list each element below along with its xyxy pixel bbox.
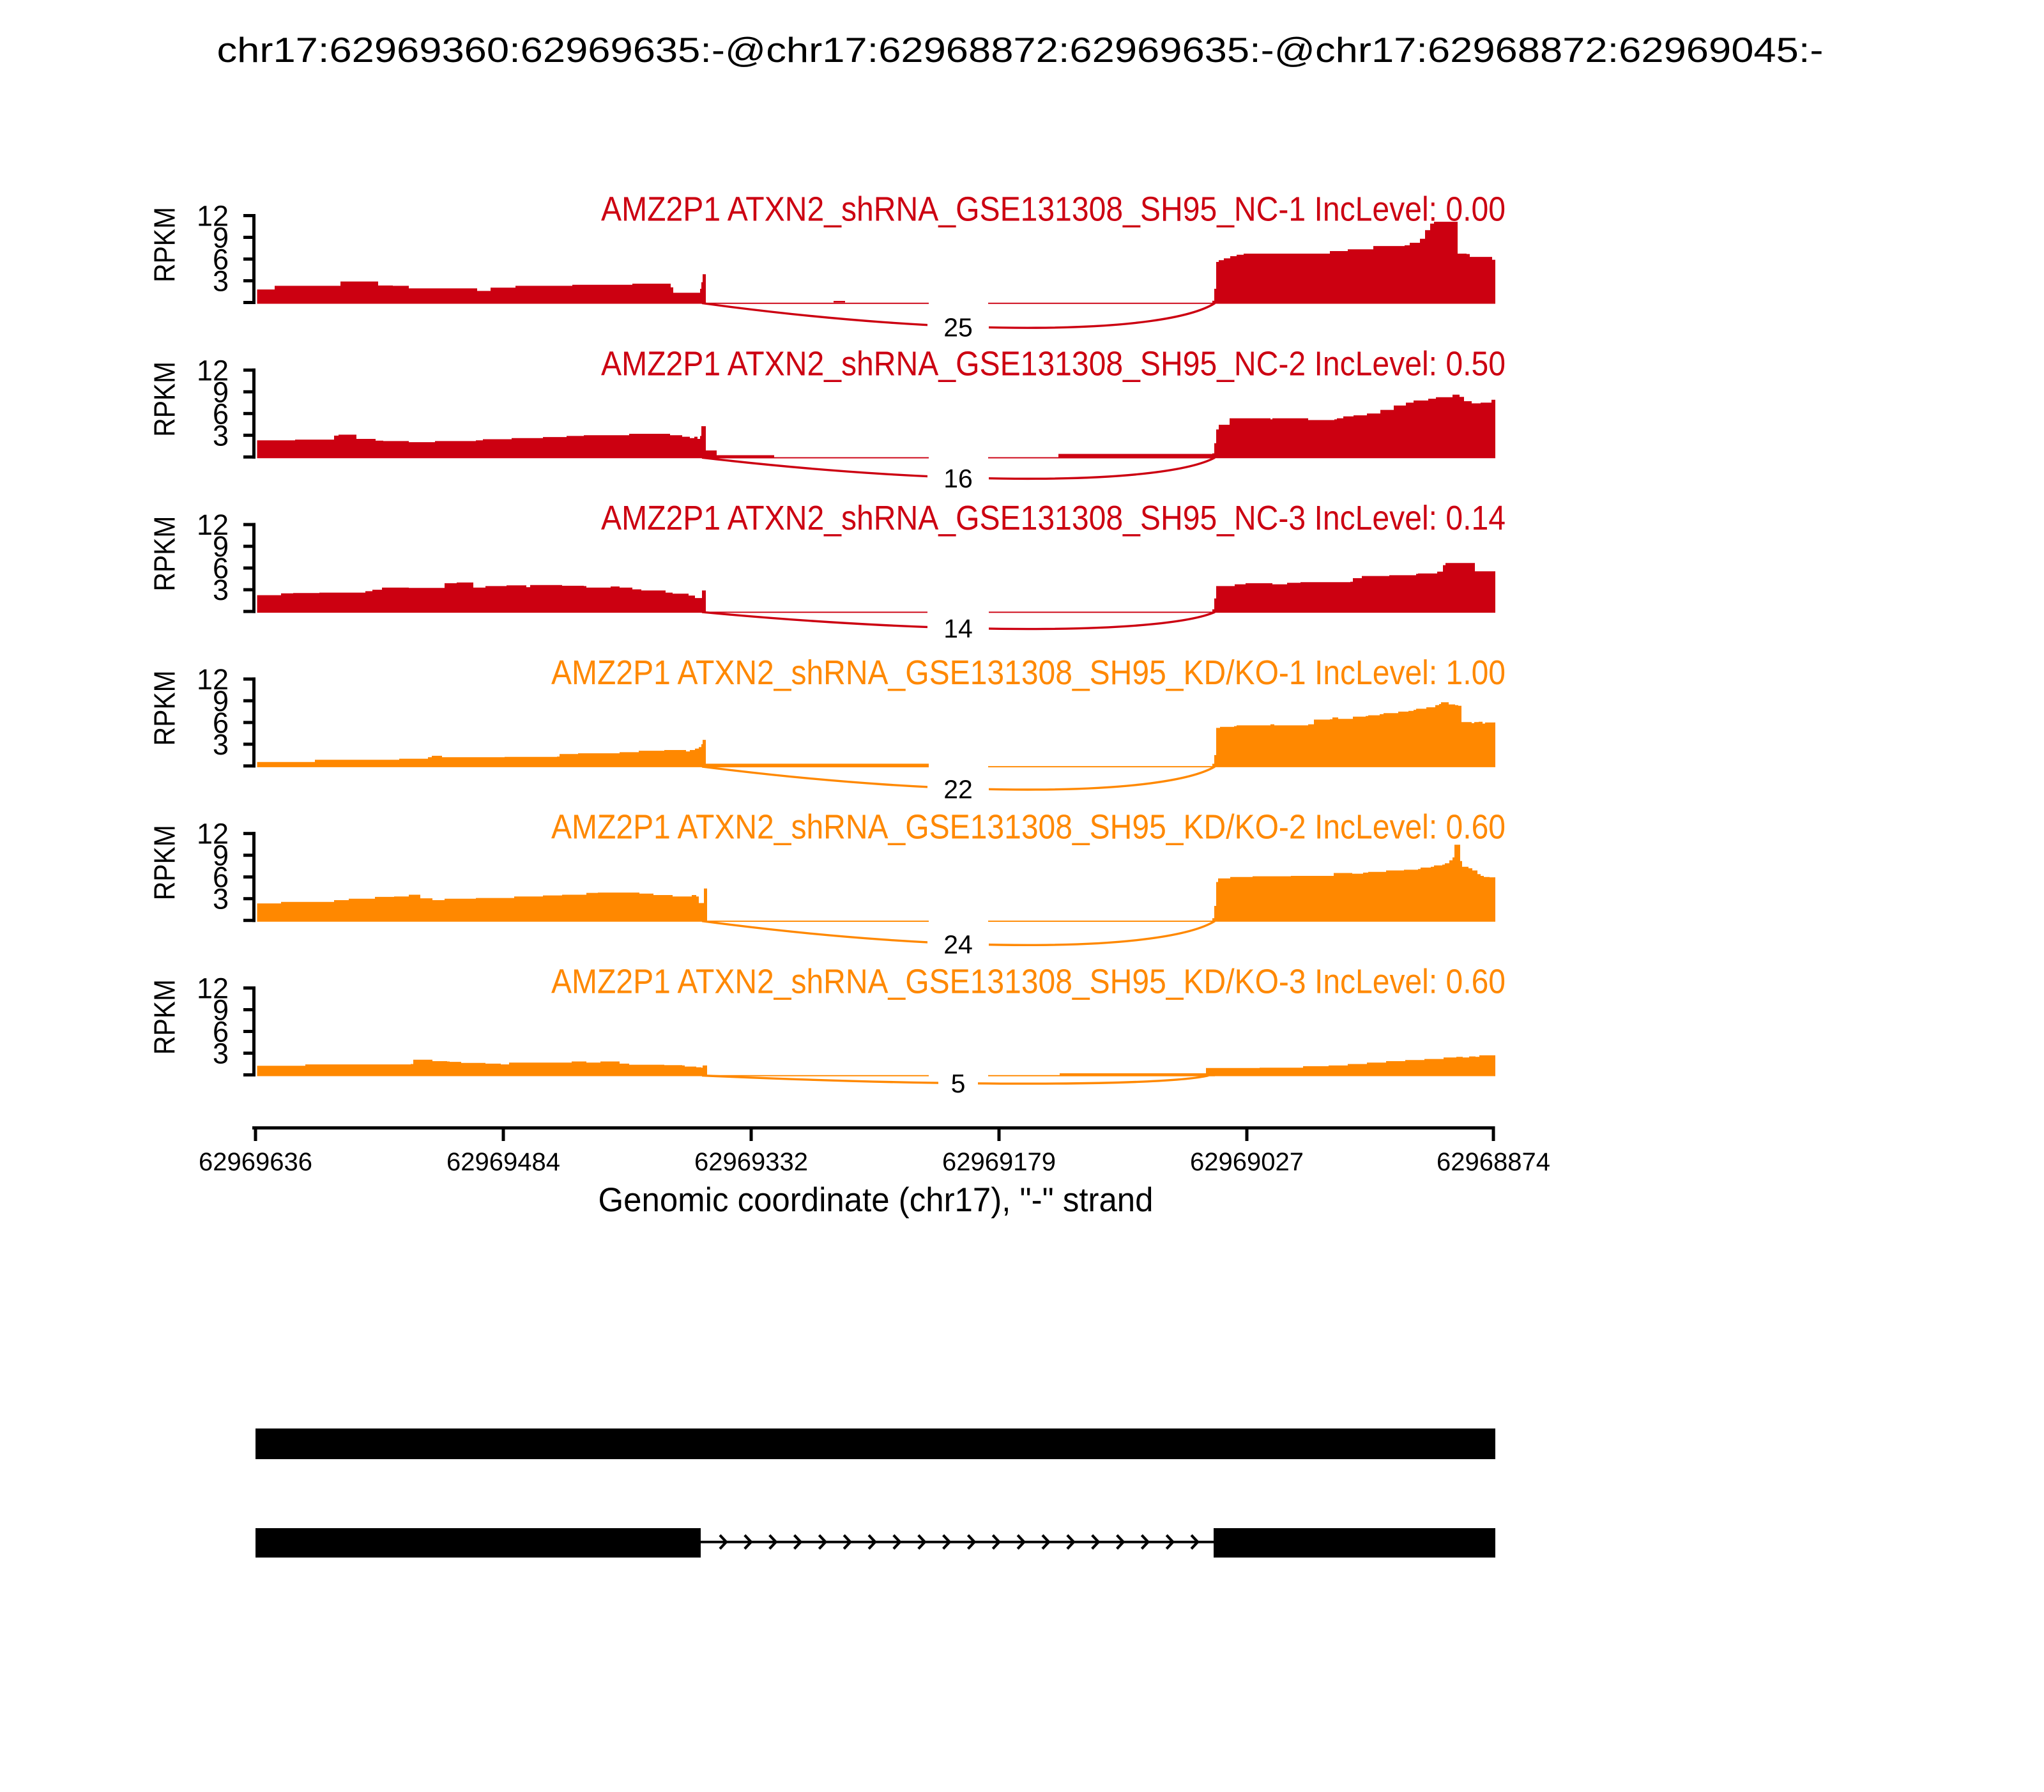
svg-text:AMZ2P1 ATXN2_shRNA_GSE131308_S: AMZ2P1 ATXN2_shRNA_GSE131308_SH95_KD/KO-…	[551, 808, 1506, 846]
svg-text:25: 25	[943, 313, 973, 342]
svg-text:24: 24	[943, 930, 973, 960]
svg-text:AMZ2P1 ATXN2_shRNA_GSE131308_S: AMZ2P1 ATXN2_shRNA_GSE131308_SH95_KD/KO-…	[551, 654, 1506, 692]
svg-text:9: 9	[213, 222, 229, 254]
svg-text:62969332: 62969332	[694, 1148, 808, 1176]
svg-text:9: 9	[213, 685, 229, 717]
svg-text:chr17:62969360:62969635:-@chr1: chr17:62969360:62969635:-@chr17:62968872…	[217, 30, 1824, 70]
svg-text:6: 6	[213, 243, 229, 276]
svg-text:12: 12	[197, 663, 229, 696]
svg-text:3: 3	[213, 265, 229, 298]
svg-text:3: 3	[213, 419, 229, 452]
svg-text:RPKM: RPKM	[148, 825, 181, 900]
svg-text:9: 9	[213, 530, 229, 563]
svg-text:Genomic coordinate (chr17), "-: Genomic coordinate (chr17), "-" strand	[599, 1181, 1154, 1219]
svg-text:62969484: 62969484	[446, 1148, 560, 1176]
svg-text:14: 14	[943, 614, 973, 643]
svg-text:3: 3	[213, 1038, 229, 1070]
svg-text:RPKM: RPKM	[148, 362, 181, 437]
svg-text:AMZ2P1 ATXN2_shRNA_GSE131308_S: AMZ2P1 ATXN2_shRNA_GSE131308_SH95_NC-3 I…	[601, 499, 1506, 537]
svg-text:12: 12	[197, 509, 229, 541]
svg-text:62969027: 62969027	[1190, 1148, 1304, 1176]
svg-text:9: 9	[213, 839, 229, 872]
svg-text:RPKM: RPKM	[148, 979, 181, 1055]
svg-text:9: 9	[213, 994, 229, 1027]
svg-text:3: 3	[213, 728, 229, 761]
svg-text:5: 5	[951, 1069, 966, 1098]
svg-text:6: 6	[213, 552, 229, 585]
svg-text:AMZ2P1 ATXN2_shRNA_GSE131308_S: AMZ2P1 ATXN2_shRNA_GSE131308_SH95_NC-1 I…	[601, 190, 1506, 229]
svg-text:62969179: 62969179	[942, 1148, 1056, 1176]
svg-text:6: 6	[213, 397, 229, 430]
svg-text:6: 6	[213, 707, 229, 739]
svg-text:9: 9	[213, 376, 229, 408]
svg-text:AMZ2P1 ATXN2_shRNA_GSE131308_S: AMZ2P1 ATXN2_shRNA_GSE131308_SH95_KD/KO-…	[551, 963, 1506, 1001]
svg-text:3: 3	[213, 883, 229, 915]
svg-text:12: 12	[197, 818, 229, 850]
svg-text:12: 12	[197, 200, 229, 233]
svg-text:3: 3	[213, 574, 229, 606]
svg-text:RPKM: RPKM	[148, 516, 181, 592]
svg-text:6: 6	[213, 1016, 229, 1048]
svg-text:62969636: 62969636	[199, 1148, 312, 1176]
svg-text:22: 22	[943, 774, 973, 804]
svg-text:62968874: 62968874	[1437, 1148, 1550, 1176]
svg-text:16: 16	[943, 464, 973, 493]
svg-text:12: 12	[197, 972, 229, 1005]
svg-text:12: 12	[197, 354, 229, 387]
svg-text:RPKM: RPKM	[148, 670, 181, 746]
svg-text:RPKM: RPKM	[148, 207, 181, 282]
svg-text:AMZ2P1 ATXN2_shRNA_GSE131308_S: AMZ2P1 ATXN2_shRNA_GSE131308_SH95_NC-2 I…	[601, 344, 1506, 383]
svg-text:6: 6	[213, 861, 229, 894]
